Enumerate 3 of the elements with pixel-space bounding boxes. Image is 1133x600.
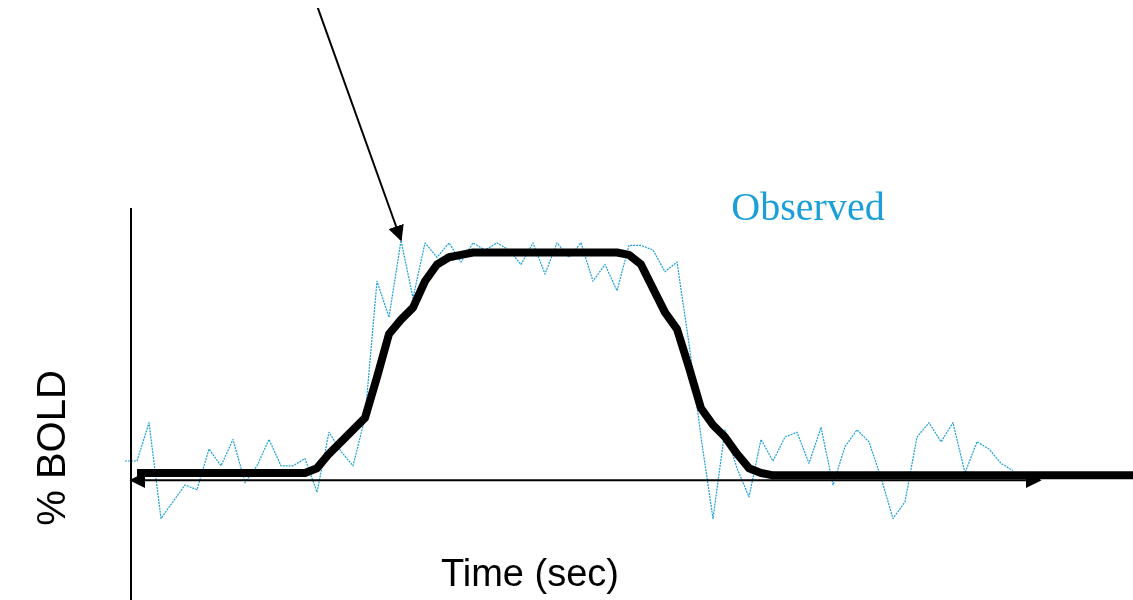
y-axis-title: % BOLD [29,370,73,526]
x-axis-title: Time (sec) [440,552,620,594]
series-label: Observed [731,184,885,229]
